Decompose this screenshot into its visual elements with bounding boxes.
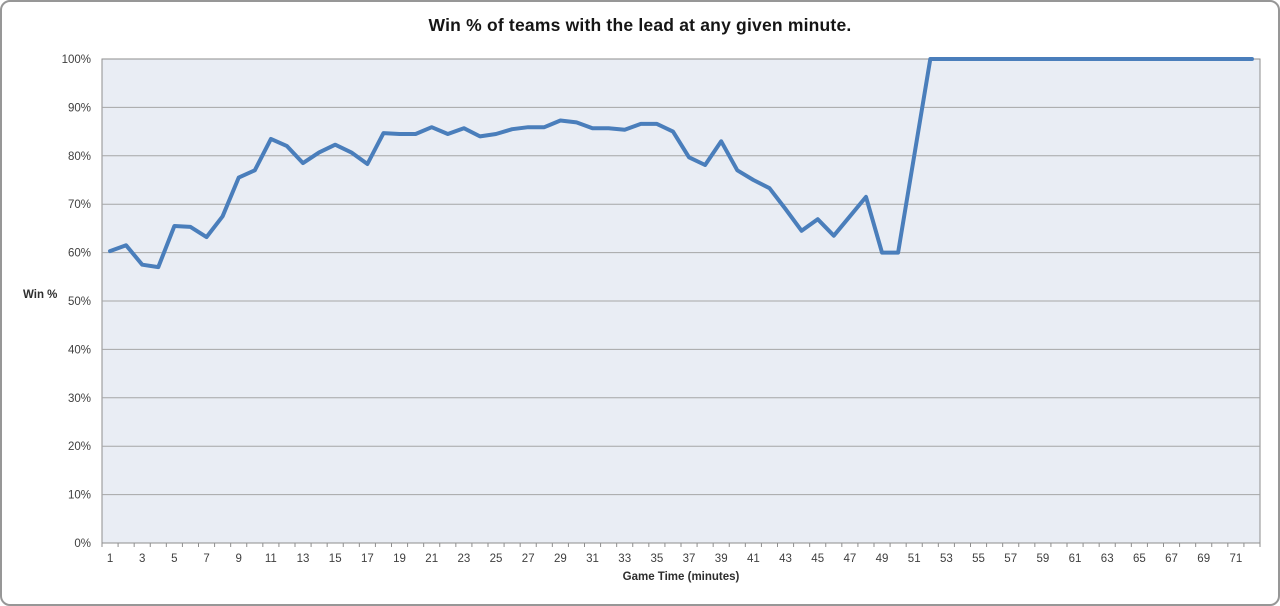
x-tick-label: 63 bbox=[1101, 553, 1114, 565]
x-tick-label: 51 bbox=[908, 553, 921, 565]
x-tick-label: 9 bbox=[236, 553, 242, 565]
x-tick-label: 27 bbox=[522, 553, 535, 565]
x-tick-label: 57 bbox=[1004, 553, 1017, 565]
x-tick-label: 71 bbox=[1229, 553, 1242, 565]
x-tick-label: 29 bbox=[554, 553, 567, 565]
y-tick-label: 90% bbox=[68, 102, 91, 114]
x-tick-label: 59 bbox=[1036, 553, 1049, 565]
x-tick-label: 47 bbox=[843, 553, 856, 565]
x-tick-label: 53 bbox=[940, 553, 953, 565]
y-tick-label: 30% bbox=[68, 393, 91, 405]
x-tick-label: 33 bbox=[618, 553, 631, 565]
win-percentage-line bbox=[108, 57, 1254, 270]
chart-title: Win % of teams with the lead at any give… bbox=[428, 15, 852, 35]
x-tick-label: 69 bbox=[1197, 553, 1210, 565]
x-tick-label: 61 bbox=[1069, 553, 1082, 565]
x-tick-label: 21 bbox=[425, 553, 438, 565]
x-tick-label: 55 bbox=[972, 553, 985, 565]
x-tick-label: 11 bbox=[265, 553, 277, 565]
y-tick-label: 80% bbox=[68, 151, 91, 163]
x-tick-label: 13 bbox=[297, 553, 310, 565]
x-tick-label: 41 bbox=[747, 553, 760, 565]
x-tick-label: 65 bbox=[1133, 553, 1146, 565]
x-tick-label: 37 bbox=[683, 553, 696, 565]
y-tick-label: 60% bbox=[68, 248, 91, 260]
y-tick-label: 10% bbox=[68, 490, 91, 502]
y-tick-label: 40% bbox=[68, 344, 91, 356]
x-tick-label: 19 bbox=[393, 553, 406, 565]
x-tick-label: 39 bbox=[715, 553, 728, 565]
x-tick-label: 7 bbox=[203, 553, 209, 565]
x-tick-label: 1 bbox=[107, 553, 113, 565]
y-tick-label: 0% bbox=[74, 538, 91, 550]
y-tick-label: 50% bbox=[68, 296, 91, 308]
y-tick-label: 20% bbox=[68, 441, 91, 453]
x-tick-label: 3 bbox=[139, 553, 145, 565]
x-tick-label: 15 bbox=[329, 553, 342, 565]
y-tick-label: 70% bbox=[68, 199, 91, 211]
y-axis-title: Win % bbox=[23, 289, 58, 301]
x-tick-label: 25 bbox=[490, 553, 503, 565]
x-tick-label: 67 bbox=[1165, 553, 1178, 565]
x-tick-label: 23 bbox=[457, 553, 470, 565]
x-tick-label: 5 bbox=[171, 553, 177, 565]
y-tick-label: 100% bbox=[62, 54, 91, 66]
x-tick-label: 35 bbox=[650, 553, 663, 565]
x-tick-label: 17 bbox=[361, 553, 374, 565]
x-axis-title: Game Time (minutes) bbox=[622, 571, 740, 583]
x-tick-label: 43 bbox=[779, 553, 792, 565]
x-tick-label: 49 bbox=[876, 553, 889, 565]
x-tick-label: 45 bbox=[811, 553, 824, 565]
x-tick-label: 31 bbox=[586, 553, 599, 565]
